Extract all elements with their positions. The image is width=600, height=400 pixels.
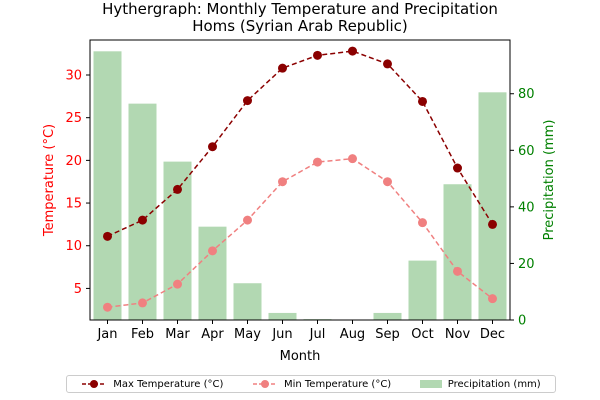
y-left-tick-label-10: 10 bbox=[65, 239, 82, 254]
max-temp-point-nov bbox=[453, 163, 462, 173]
max-temp-point-apr bbox=[208, 142, 217, 152]
x-tick-label-nov: Nov bbox=[445, 327, 471, 342]
precip-bar-apr bbox=[198, 226, 227, 320]
max-temp-point-may bbox=[243, 96, 252, 106]
y-left-tick-label-5: 5 bbox=[74, 282, 82, 297]
y-left-tick-label-15: 15 bbox=[65, 197, 82, 212]
x-tick-label-feb: Feb bbox=[131, 327, 154, 342]
min-temp-line bbox=[107, 157, 493, 308]
legend-label-max-temp: Max Temperature (°C) bbox=[113, 378, 224, 390]
chart-title-line1: Hythergraph: Monthly Temperature and Pre… bbox=[102, 0, 498, 18]
y-left-tick-label-25: 25 bbox=[65, 111, 82, 126]
x-tick-label-sep: Sep bbox=[375, 327, 400, 342]
min-temp-point-aug bbox=[348, 154, 357, 164]
precip-bar-dec bbox=[478, 92, 507, 320]
legend-swatch-min-temp bbox=[252, 380, 277, 388]
legend-swatch-max-temp bbox=[82, 380, 107, 388]
min-temp-point-sep bbox=[383, 177, 392, 187]
max-temp-point-sep bbox=[383, 59, 392, 69]
max-temp-line bbox=[107, 50, 494, 238]
max-temp-point-jan bbox=[103, 231, 112, 241]
max-temp-point-dec bbox=[488, 219, 497, 229]
max-temp-point-oct bbox=[418, 96, 427, 106]
min-temp-point-jun bbox=[278, 177, 287, 187]
x-tick-label-mar: Mar bbox=[165, 327, 190, 342]
x-tick-label-oct: Oct bbox=[411, 327, 433, 342]
x-tick-label-jan: Jan bbox=[96, 327, 117, 342]
x-axis-label: Month bbox=[280, 349, 321, 364]
min-temp-point-oct bbox=[418, 218, 427, 228]
precip-bar-oct bbox=[408, 260, 437, 320]
precip-bar-may bbox=[233, 283, 262, 320]
min-temp-point-dec bbox=[488, 294, 497, 304]
legend-item-max-temp: Max Temperature (°C) bbox=[81, 379, 223, 390]
chart-title-line2: Homs (Syrian Arab Republic) bbox=[192, 17, 408, 35]
legend-label-min-temp: Min Temperature (°C) bbox=[283, 378, 392, 390]
min-temp-point-mar bbox=[173, 279, 182, 289]
x-tick-label-may: May bbox=[234, 327, 261, 342]
max-temp-point-jul bbox=[313, 50, 322, 60]
min-temp-point-jan bbox=[103, 302, 112, 312]
precip-bar-sep bbox=[373, 312, 402, 320]
x-tick-label-jun: Jun bbox=[271, 327, 292, 342]
max-temp-point-feb bbox=[138, 215, 147, 225]
y-left-tick-label-20: 20 bbox=[65, 154, 82, 169]
min-temp-point-apr bbox=[208, 246, 217, 256]
min-temp-point-nov bbox=[453, 266, 462, 276]
y-right-tick-label-20: 20 bbox=[518, 257, 535, 272]
precip-bar-jun bbox=[268, 312, 297, 320]
x-tick-label-apr: Apr bbox=[201, 327, 224, 342]
x-tick-label-dec: Dec bbox=[480, 327, 505, 342]
y-axis-left-label: Temperature (°C) bbox=[42, 124, 57, 237]
legend-item-min-temp: Min Temperature (°C) bbox=[252, 379, 391, 390]
x-tick-label-jul: Jul bbox=[309, 327, 326, 342]
y-axis-right-label: Precipitation (mm) bbox=[542, 120, 557, 241]
legend-item-precipitation: Precipitation (mm) bbox=[419, 378, 541, 390]
x-tick-label-aug: Aug bbox=[340, 327, 365, 342]
legend-label-precipitation: Precipitation (mm) bbox=[447, 378, 541, 390]
min-temp-point-may bbox=[243, 215, 252, 225]
y-right-tick-label-0: 0 bbox=[518, 314, 526, 329]
y-right-tick-label-40: 40 bbox=[518, 200, 535, 215]
min-temp-point-feb bbox=[138, 298, 147, 308]
chart-legend: Max Temperature (°C) Min Temperature (°C… bbox=[66, 375, 556, 393]
y-right-tick-label-80: 80 bbox=[518, 87, 535, 102]
precip-bar-jan bbox=[93, 51, 122, 320]
y-left-tick-label-30: 30 bbox=[65, 69, 82, 84]
max-temp-point-aug bbox=[348, 46, 357, 56]
max-temp-point-jun bbox=[278, 63, 287, 73]
plot-frame bbox=[89, 39, 511, 321]
precip-bar-nov bbox=[443, 184, 472, 320]
y-right-tick-label-60: 60 bbox=[518, 144, 535, 159]
min-temp-point-jul bbox=[313, 157, 322, 167]
max-temp-point-mar bbox=[173, 184, 182, 194]
legend-swatch-precipitation bbox=[419, 380, 442, 388]
